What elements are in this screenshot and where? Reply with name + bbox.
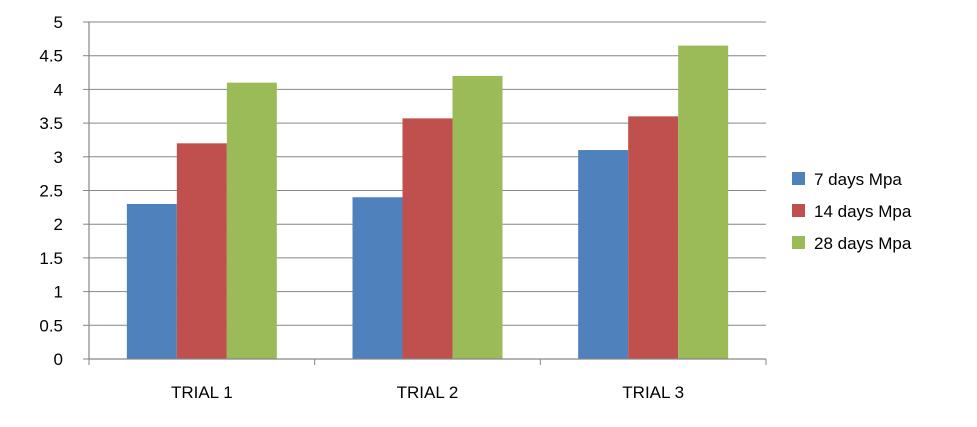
bar-2-2 bbox=[402, 118, 453, 359]
bar-1-3 bbox=[578, 150, 629, 359]
x-tick-label: TRIAL 2 bbox=[397, 383, 459, 402]
bar-3-1 bbox=[226, 82, 277, 359]
legend-swatch bbox=[792, 204, 805, 217]
y-tick-label: 1.5 bbox=[39, 249, 63, 268]
legend-swatch bbox=[792, 236, 805, 249]
x-axis-ticks: TRIAL 1 TRIAL 2 TRIAL 3 bbox=[88, 359, 767, 402]
y-tick-label: 0.5 bbox=[39, 316, 63, 335]
y-tick-label: 3.5 bbox=[39, 114, 63, 133]
bar-1-2 bbox=[352, 197, 403, 359]
bar-1-1 bbox=[126, 203, 177, 359]
y-tick-label: 3 bbox=[54, 148, 63, 167]
legend-label: 7 days Mpa bbox=[814, 170, 902, 189]
bar-3-3 bbox=[678, 45, 729, 360]
bar-3-2 bbox=[452, 75, 503, 360]
y-axis-ticks: 0 0.5 1 1.5 2 2.5 3 3.5 4 4.5 5 bbox=[39, 13, 89, 369]
y-tick-label: 2.5 bbox=[39, 182, 63, 201]
legend-label: 14 days Mpa bbox=[814, 202, 912, 221]
legend-swatch bbox=[792, 172, 805, 185]
y-tick-label: 1 bbox=[54, 283, 63, 302]
y-tick-label: 4 bbox=[54, 80, 63, 99]
y-tick-label: 0 bbox=[54, 350, 63, 369]
x-tick-label: TRIAL 1 bbox=[171, 383, 233, 402]
y-tick-label: 5 bbox=[54, 13, 63, 32]
bar-2-3 bbox=[628, 116, 679, 359]
y-tick-label: 4.5 bbox=[39, 47, 63, 66]
y-tick-label: 2 bbox=[54, 215, 63, 234]
legend: 7 days Mpa 14 days Mpa 28 days Mpa bbox=[792, 170, 912, 253]
x-tick-label: TRIAL 3 bbox=[622, 383, 684, 402]
bars bbox=[126, 45, 729, 360]
legend-label: 28 days Mpa bbox=[814, 234, 912, 253]
bar-2-1 bbox=[176, 143, 227, 359]
